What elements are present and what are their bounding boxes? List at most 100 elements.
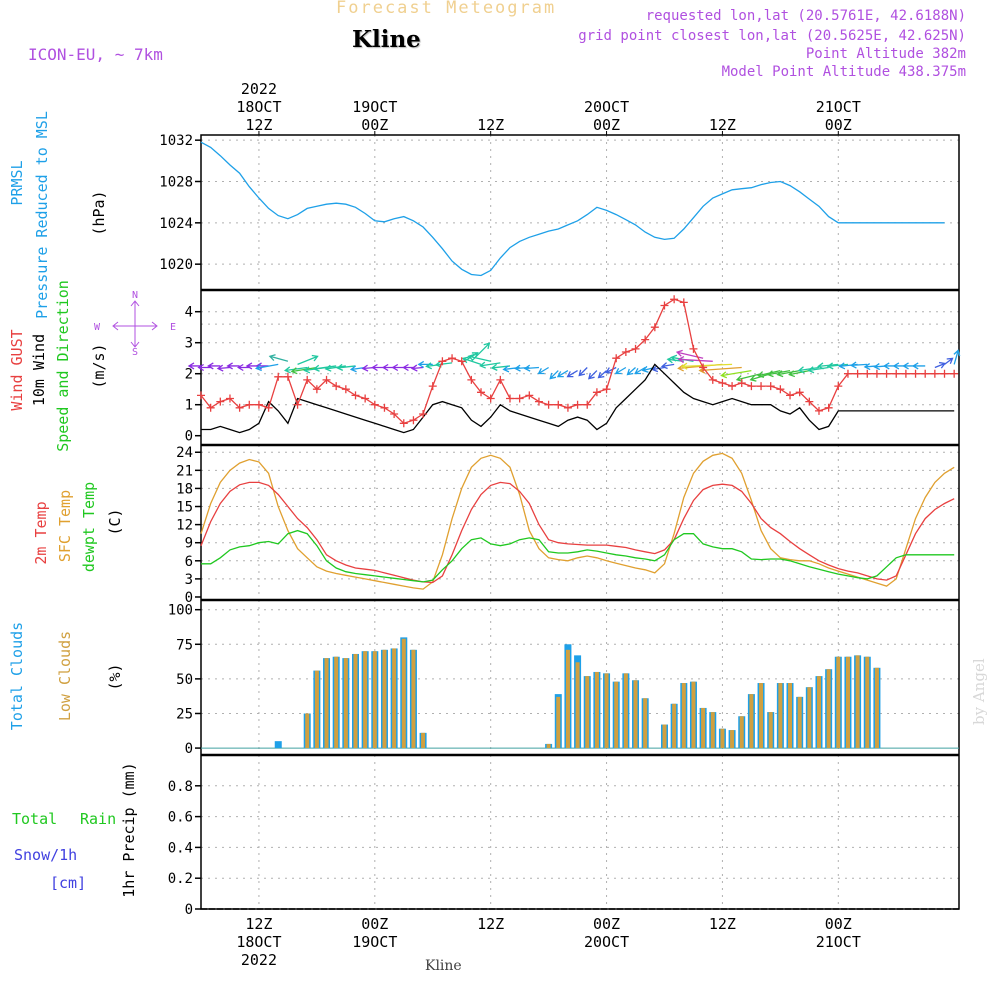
footer-location: Kline [425, 958, 462, 974]
wind-arrow [776, 369, 800, 378]
bottom-time-label: 00Z [361, 915, 388, 933]
gust-marker [747, 382, 756, 391]
gust-marker [332, 382, 341, 391]
gust-marker [757, 382, 766, 391]
rain-label: Rain [80, 810, 116, 828]
wind-arrow [911, 362, 926, 370]
low-cloud-bar [836, 656, 841, 749]
wind-arrow [720, 369, 752, 379]
wind-arrow [588, 370, 598, 380]
wind-arrow [677, 356, 713, 364]
gust-marker [303, 375, 312, 384]
low-cloud-bar [720, 728, 725, 749]
low-cloud-bar [874, 667, 879, 749]
gust-label: Wind GUST [8, 329, 26, 410]
low-cloud-bar [759, 683, 764, 749]
model-label: ICON-EU, ~ 7km [28, 45, 163, 64]
bottom-time-label: 20OCT [584, 933, 629, 951]
wind-arrow [417, 360, 433, 368]
gust-marker [650, 323, 659, 332]
gust-marker [612, 354, 621, 363]
gust-marker [679, 298, 688, 307]
y-tick-label: 100 [168, 603, 193, 619]
low-cloud-bar [363, 651, 368, 749]
gust-marker [206, 403, 215, 412]
y-tick-label: 0 [185, 590, 193, 606]
wind-speed-line [201, 363, 955, 434]
y-tick-label: 1032 [159, 133, 193, 149]
gust-marker [863, 369, 872, 378]
gust-marker [515, 394, 524, 403]
gust-marker [795, 388, 804, 397]
wind-arrow [467, 353, 491, 362]
wind-arrow [675, 349, 704, 359]
compass-west: W [94, 322, 101, 333]
pressure-unit-label: (hPa) [90, 190, 108, 235]
gust-marker [235, 403, 244, 412]
wind-arrow [237, 363, 250, 372]
wind-arrow [626, 367, 636, 376]
wind-arrow [934, 361, 947, 369]
gust-marker [534, 397, 543, 406]
wind-arrow [680, 362, 733, 370]
low-cloud-bar [768, 712, 773, 749]
gust-marker [245, 400, 254, 409]
wind-arrow [402, 363, 414, 372]
low-cloud-bar [749, 694, 754, 749]
low-cloud-bar [392, 648, 397, 749]
low-cloud-bar [672, 703, 677, 749]
top-time-label: 12Z [709, 116, 736, 134]
model-altitude: Model Point Altitude 438.375m [721, 64, 966, 80]
gust-marker [390, 410, 399, 418]
point-altitude: Point Altitude 382m [805, 46, 966, 62]
gust-marker [583, 400, 592, 409]
y-tick-label: 9 [185, 536, 193, 552]
sfc-temp-line [200, 452, 955, 590]
wind-arrow [807, 366, 829, 374]
y-tick-label: 1028 [159, 175, 193, 191]
gust-marker [254, 400, 263, 409]
wind-arrow [566, 370, 578, 378]
bottom-time-label: 00Z [825, 915, 852, 933]
y-tick-label: 4 [185, 305, 193, 321]
low-cloud-bar [411, 649, 416, 749]
gust-marker [921, 369, 930, 378]
low-cloud-bar [334, 656, 339, 749]
bottom-time-label: 12Z [245, 915, 272, 933]
plot-frame [200, 134, 960, 910]
top-time-label: 21OCT [816, 98, 861, 116]
wind-arrow [735, 373, 762, 383]
wind-arrow [953, 349, 961, 365]
low-cloud-bar [778, 683, 783, 749]
low-cloud-bar [401, 638, 406, 749]
top-time-label: 00Z [361, 116, 388, 134]
wind-arrow [470, 342, 491, 362]
wind-arrow [312, 364, 337, 372]
panel-temperature: 0 3 6 9 12 15 18 21 24 [176, 445, 959, 606]
snow-label: Snow/1h [14, 846, 77, 864]
low-cloud-bar [788, 683, 793, 749]
low-cloud-bar [826, 669, 831, 749]
panel-pressure: 1020 1024 1028 1032 [159, 133, 959, 290]
wind-arrow [523, 364, 540, 372]
y-tick-label: 0 [185, 902, 193, 918]
cloud-bars [201, 637, 959, 749]
temp-unit-label: (C) [106, 508, 124, 535]
wind-arrow [578, 367, 588, 377]
y-tick-label: 0.6 [168, 810, 193, 826]
precip-label: 1hr Precip (mm) [120, 762, 138, 897]
gust-marker [486, 394, 495, 403]
wind-arrow [197, 363, 211, 372]
low-cloud-bar [585, 676, 590, 749]
y-tick-label: 0 [185, 429, 193, 445]
gust-marker [380, 403, 389, 412]
gust-marker [312, 385, 321, 394]
low-cloud-bar [816, 676, 821, 749]
compass-east: E [170, 322, 176, 333]
low-cloud-bar [807, 687, 812, 749]
low-cloud-bar [421, 732, 426, 749]
low-cloud-bar [797, 696, 802, 749]
gust-marker [814, 406, 823, 415]
wind-arrow [324, 364, 346, 372]
gust-marker [892, 369, 901, 378]
